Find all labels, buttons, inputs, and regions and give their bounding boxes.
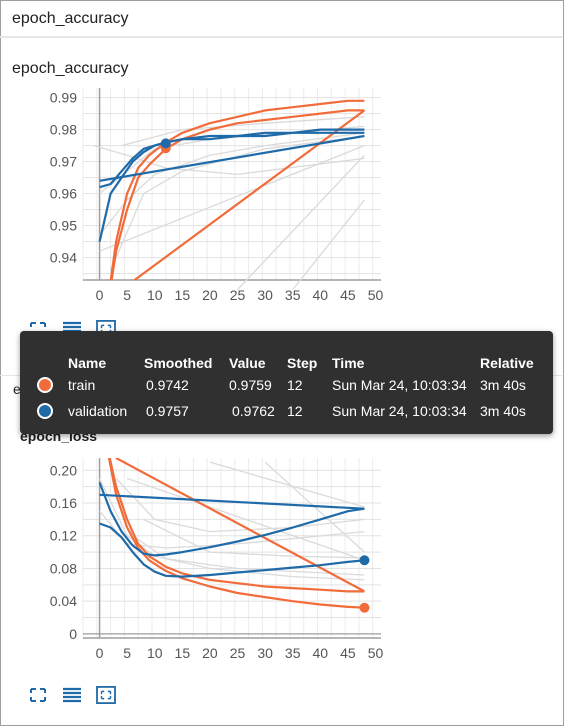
validation-color-dot <box>37 403 53 419</box>
series-line-validation <box>99 134 365 182</box>
tooltip-validation-relative: 3m 40s <box>480 403 526 419</box>
grid <box>82 458 381 638</box>
hover-tooltip: Name Smoothed Value Step Time Relative t… <box>20 331 553 434</box>
lines-icon[interactable] <box>62 320 82 338</box>
background-run-line <box>99 132 365 236</box>
y-tick-label: 0.99 <box>50 90 77 106</box>
background-run-line <box>292 199 365 291</box>
tooltip-validation-value: 0.9762 <box>232 403 275 419</box>
section-title: epoch_accuracy <box>12 10 129 27</box>
marker-validation <box>160 138 171 149</box>
x-tick-label: 40 <box>313 645 329 661</box>
tooltip-validation-time: Sun Mar 24, 10:03:34 <box>332 403 467 419</box>
y-tick-label: 0.94 <box>50 250 77 266</box>
tooltip-header-name: Name <box>68 355 107 371</box>
y-tick-label: 0.04 <box>50 593 77 609</box>
series-line-train <box>110 109 365 280</box>
x-tick-label: 50 <box>368 287 384 303</box>
tooltip-header-relative: Relative <box>480 355 534 371</box>
series-line-validation <box>98 482 365 557</box>
loss-chart[interactable]: 0 5 10 15 20 25 30 35 40 45 5000.040.080.120.160.2… <box>0 0 564 690</box>
grid <box>82 88 381 280</box>
background-run-line <box>237 154 365 291</box>
x-tick-label: 10 <box>147 287 163 303</box>
tooltip-train-smoothed: 0.9742 <box>146 377 189 393</box>
background-run-line <box>126 477 365 561</box>
fullscreen-icon[interactable] <box>28 686 48 704</box>
series-line-validation <box>99 493 365 510</box>
background-run-line <box>93 144 365 176</box>
lines-icon[interactable] <box>62 686 82 704</box>
background-run-line <box>115 478 365 533</box>
y-tick-label: 0.96 <box>50 186 77 202</box>
y-tick-label: 0.08 <box>50 560 77 576</box>
train-color-dot <box>37 377 53 393</box>
series-line-train <box>107 458 365 609</box>
x-tick-label: 35 <box>285 645 301 661</box>
tooltip-train-step: 12 <box>287 377 303 393</box>
loss-toolbar <box>28 684 116 706</box>
x-tick-label: 30 <box>257 645 273 661</box>
x-tick-label: 20 <box>202 287 218 303</box>
series-line-validation <box>99 128 365 189</box>
x-tick-label: 0 <box>96 287 104 303</box>
tooltip-validation-name: validation <box>68 403 128 419</box>
x-tick-label: 50 <box>368 645 384 661</box>
tooltip-header-value: Value <box>229 355 266 371</box>
y-tick-label: 0.16 <box>50 495 77 511</box>
x-tick-label: 25 <box>230 287 246 303</box>
y-tick-label: 0.95 <box>50 218 77 234</box>
x-tick-label: 45 <box>340 287 356 303</box>
section-divider <box>0 36 562 38</box>
fit-domain-icon[interactable] <box>96 686 116 704</box>
x-tick-label: 0 <box>96 645 104 661</box>
x-tick-label: 15 <box>175 645 191 661</box>
y-tick-label: 0.98 <box>50 122 77 138</box>
tooltip-validation-smoothed: 0.9757 <box>146 403 189 419</box>
background-run-line <box>110 135 365 271</box>
y-tick-label: 0.97 <box>50 154 77 170</box>
tooltip-header-time: Time <box>332 355 365 371</box>
y-tick-label: 0 <box>69 626 77 642</box>
accuracy-card-title: epoch_accuracy <box>12 60 129 77</box>
x-tick-label: 5 <box>123 287 131 303</box>
series-line-validation <box>99 522 365 578</box>
series-line-train <box>109 99 365 280</box>
tooltip-header-smoothed: Smoothed <box>144 355 213 371</box>
plot-area <box>98 99 366 280</box>
tooltip-train-relative: 3m 40s <box>480 377 526 393</box>
marker-validation <box>359 555 370 566</box>
plot-area <box>98 458 365 609</box>
background-run-line <box>209 461 365 508</box>
accuracy-chart[interactable]: 0 5 10 15 20 25 30 35 40 45 50 0.94 0.95 0.96 0.97 0.98… <box>0 0 564 330</box>
tooltip-validation-step: 12 <box>287 403 303 419</box>
tooltip-train-name: train <box>68 377 96 393</box>
x-tick-label: 35 <box>285 287 301 303</box>
x-tick-label: 30 <box>257 287 273 303</box>
marker-train <box>359 602 370 613</box>
background-run-line <box>143 518 365 559</box>
tooltip-header-step: Step <box>287 355 318 371</box>
x-tick-label: 5 <box>123 645 131 661</box>
series-line-train <box>115 458 365 593</box>
tooltip-train-time: Sun Mar 24, 10:03:34 <box>332 377 467 393</box>
background-run-line <box>99 144 365 252</box>
y-tick-label: 0.12 <box>50 528 77 544</box>
x-tick-label: 25 <box>230 645 246 661</box>
x-tick-label: 15 <box>175 287 191 303</box>
x-tick-label: 10 <box>147 645 163 661</box>
x-tick-label: 20 <box>202 645 218 661</box>
x-tick-label: 40 <box>313 287 329 303</box>
series-line-train <box>132 109 366 280</box>
y-tick-label: 0.20 <box>50 462 77 478</box>
x-tick-label: 45 <box>340 645 356 661</box>
background-run-line <box>99 478 365 581</box>
tooltip-train-value: 0.9759 <box>229 377 272 393</box>
